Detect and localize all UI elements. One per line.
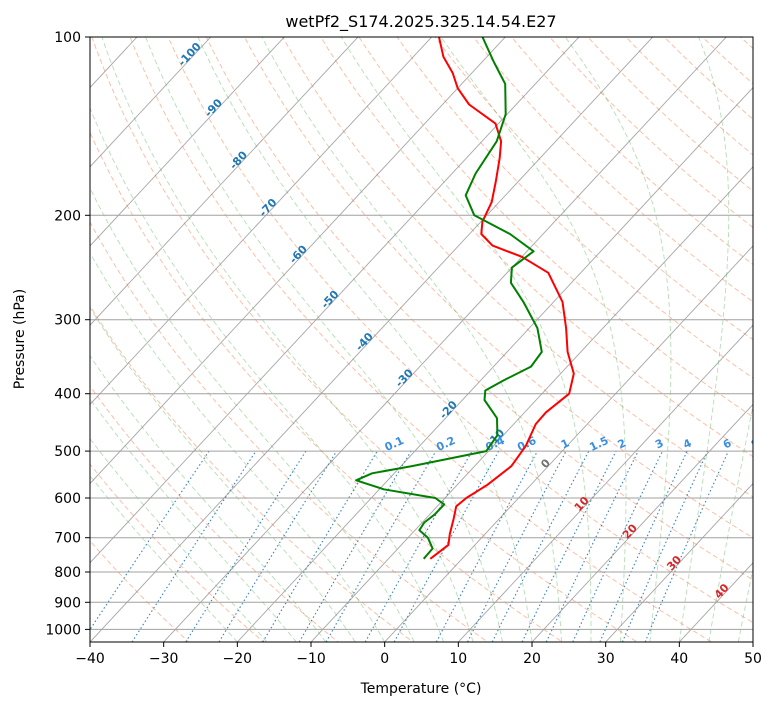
moist-adiabat-line bbox=[261, 37, 562, 642]
moist-adiabat-line bbox=[101, 37, 474, 642]
dry-adiabat-line bbox=[243, 37, 753, 539]
y-tick-label: 200 bbox=[54, 208, 81, 224]
moist-adiabat-line bbox=[145, 37, 503, 642]
y-tick-label: 700 bbox=[54, 531, 81, 547]
dewpoint-profile-line bbox=[355, 37, 543, 560]
y-tick-label: 1000 bbox=[45, 622, 81, 638]
dry-adiabat-line bbox=[472, 37, 753, 303]
dry-adiabat-line bbox=[434, 37, 753, 341]
moist-adiabat-line bbox=[90, 251, 386, 642]
mixing-ratio-line bbox=[521, 450, 617, 642]
moist-adiabat-line bbox=[678, 37, 730, 642]
moist-adiabat-line bbox=[90, 475, 238, 642]
mixing-ratio-line bbox=[621, 450, 709, 642]
isotherm-line bbox=[310, 166, 753, 642]
dry-adiabat-line bbox=[90, 385, 339, 642]
x-tick-label: 20 bbox=[523, 651, 541, 667]
x-tick-label: −30 bbox=[149, 651, 179, 667]
x-tick-label: 40 bbox=[670, 651, 688, 667]
mixing-ratio-line bbox=[435, 450, 538, 642]
moist-adiabat-line bbox=[565, 37, 672, 642]
y-tick-label: 900 bbox=[54, 595, 81, 611]
isotherm-line bbox=[531, 403, 753, 642]
isotherm-line bbox=[90, 37, 433, 406]
chart-title: wetPf2_S174.2025.325.14.54.E27 bbox=[285, 12, 556, 32]
dry-adiabat-line bbox=[205, 37, 753, 581]
dry-adiabat-line bbox=[91, 37, 638, 642]
moist-adiabat-line bbox=[90, 354, 327, 642]
x-tick-label: 30 bbox=[597, 651, 615, 667]
y-tick-label: 100 bbox=[54, 30, 81, 46]
x-tick-label: −20 bbox=[223, 651, 253, 667]
y-axis: 100 200 300 400 500 600 700 800 900 1000 bbox=[45, 30, 90, 638]
isotherm-line bbox=[457, 324, 753, 642]
y-tick-label: 500 bbox=[54, 444, 81, 460]
moist-adiabat-line bbox=[90, 437, 268, 642]
x-axis-label: Temperature (°C) bbox=[360, 681, 482, 697]
mixing-ratio-line bbox=[393, 450, 500, 642]
plot-frame bbox=[89, 36, 754, 643]
dry-adiabat-line bbox=[90, 131, 564, 642]
dry-adiabat-line bbox=[282, 37, 753, 498]
isotherm-line bbox=[90, 37, 506, 485]
isotherm-line bbox=[236, 86, 753, 642]
mixing-ratio-line bbox=[218, 450, 338, 642]
isotherm-line bbox=[90, 37, 212, 168]
mixing-ratio-label: 8 bbox=[749, 436, 761, 451]
mixing-ratio-line bbox=[364, 450, 473, 642]
dry-adiabat-line bbox=[396, 37, 753, 379]
temperature-profile-line bbox=[429, 37, 575, 560]
dry-adiabat-line bbox=[167, 37, 753, 624]
moist-adiabat-line bbox=[90, 106, 445, 642]
isotherm-line bbox=[163, 37, 727, 642]
x-axis: −40 −30 −20 −10 0 10 20 30 40 50 bbox=[75, 642, 762, 667]
dry-adiabat-line bbox=[90, 221, 489, 642]
dry-adiabat-line bbox=[90, 463, 265, 642]
y-axis-label: Pressure (hPa) bbox=[12, 289, 28, 389]
mixing-ratio-line bbox=[131, 450, 257, 642]
y-tick-label: 400 bbox=[54, 387, 81, 403]
isotherm-line bbox=[90, 37, 654, 642]
y-tick-label: 300 bbox=[54, 313, 81, 329]
background-lines bbox=[90, 37, 753, 642]
moist-adiabat-line bbox=[708, 402, 753, 642]
isotherm-line bbox=[384, 245, 753, 642]
profile-lines bbox=[355, 37, 575, 560]
x-tick-label: −10 bbox=[296, 651, 326, 667]
dry-adiabat-line bbox=[90, 305, 414, 642]
x-tick-label: 0 bbox=[380, 651, 389, 667]
moist-adiabat-line bbox=[197, 37, 533, 642]
mixing-ratio-line bbox=[185, 450, 307, 642]
isotherm-line bbox=[605, 482, 753, 642]
mixing-ratio-line bbox=[90, 450, 210, 631]
moist-adiabat-line bbox=[340, 37, 592, 642]
moist-adiabat-line bbox=[440, 37, 627, 642]
plot-area: -100-90-80-70-60-50-40-30-20-10010203040… bbox=[90, 37, 761, 642]
isotherm-line bbox=[90, 37, 285, 247]
moist-adiabat-line bbox=[737, 566, 753, 642]
mixing-ratio-line bbox=[491, 450, 590, 642]
x-tick-label: −40 bbox=[75, 651, 105, 667]
x-tick-label: 10 bbox=[449, 651, 467, 667]
x-tick-label: 50 bbox=[744, 651, 762, 667]
y-tick-label: 600 bbox=[54, 491, 81, 507]
isotherm-line bbox=[90, 37, 359, 326]
moist-adiabat-line bbox=[90, 306, 356, 642]
dry-adiabat-line bbox=[320, 37, 753, 458]
y-tick-label: 800 bbox=[54, 565, 81, 581]
dry-adiabat-line bbox=[129, 37, 713, 642]
